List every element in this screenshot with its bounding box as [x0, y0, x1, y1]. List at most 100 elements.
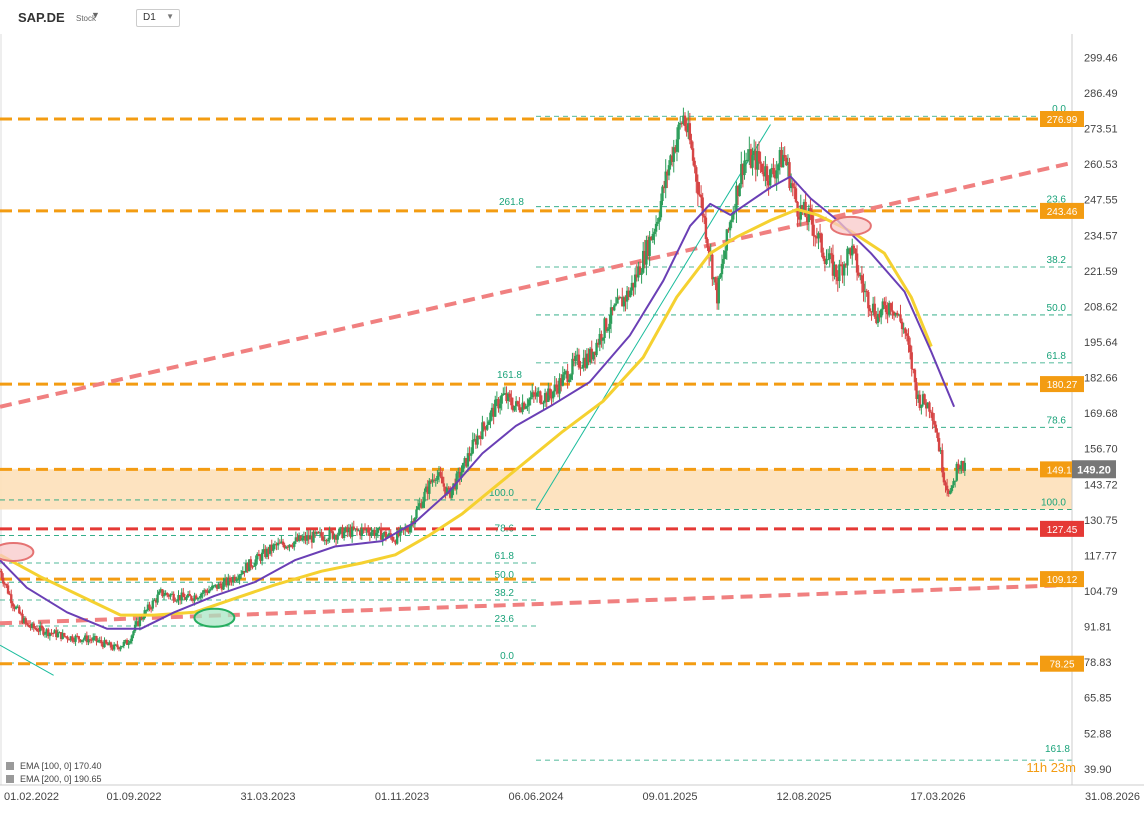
candle-body	[395, 531, 399, 544]
candle-body	[458, 471, 462, 478]
x-tick-label: 31.08.2026	[1085, 791, 1140, 803]
candle-body	[656, 221, 659, 224]
candle-body	[871, 303, 875, 313]
candle-body	[370, 532, 373, 536]
candle-body	[688, 123, 692, 141]
candle-body	[863, 290, 867, 293]
candle-body	[740, 164, 743, 185]
candle-body	[563, 372, 566, 375]
candle-body	[630, 282, 634, 291]
candle-body	[730, 219, 733, 223]
candle-body	[145, 610, 148, 612]
candle-body	[741, 164, 745, 176]
candle-body	[888, 303, 891, 315]
level-tag-bg	[1040, 376, 1084, 393]
candle-body	[240, 574, 243, 576]
candle-body	[691, 148, 695, 161]
candle-body	[738, 184, 741, 197]
candle-body	[807, 208, 811, 223]
candle-body	[354, 528, 357, 530]
candle-body	[801, 205, 804, 211]
candle-body	[69, 636, 72, 641]
candle-body	[146, 604, 150, 611]
legend-ema-100[interactable]: EMA [100, 0] 170.40	[6, 760, 102, 773]
candle-body	[769, 169, 772, 186]
level-tag-bg	[1040, 202, 1084, 219]
candle-body	[598, 333, 601, 345]
candle-body	[670, 155, 674, 162]
candle-body	[778, 150, 782, 165]
y-tick-label: 286.49	[1084, 88, 1118, 100]
candle-body	[350, 526, 354, 537]
y-tick-label: 104.79	[1084, 586, 1118, 598]
candle-body	[720, 263, 724, 275]
candle-body	[257, 553, 261, 557]
timeframe-select[interactable]: D1 ▼	[136, 9, 180, 27]
candle-body	[154, 599, 158, 603]
candle-body	[606, 328, 610, 331]
candle-body	[638, 266, 642, 275]
candle-body	[942, 472, 946, 483]
trendline	[0, 160, 1073, 409]
candle-body	[596, 342, 600, 345]
candle-body	[687, 123, 690, 133]
candle-body	[904, 328, 907, 334]
y-tick-label: 195.64	[1084, 337, 1118, 349]
candle-body	[847, 248, 851, 250]
candle-body	[484, 426, 487, 430]
candle-body	[88, 639, 92, 641]
fib-upper-label: 61.8	[1047, 351, 1067, 362]
candle-body	[43, 633, 47, 635]
candle-body	[936, 432, 939, 439]
x-tick-label: 01.09.2022	[106, 791, 161, 803]
candle-body	[497, 399, 500, 409]
symbol-dropdown-icon[interactable]: ▼	[91, 10, 100, 20]
candle-body	[572, 358, 576, 362]
candle-body	[760, 163, 764, 173]
candle-body	[698, 194, 701, 196]
candle-body	[449, 487, 452, 498]
candle-body	[159, 589, 162, 592]
candle-body	[339, 527, 343, 529]
candle-body	[908, 344, 912, 353]
candle-body	[550, 395, 553, 399]
candle-body	[582, 357, 585, 368]
candle-body	[415, 509, 418, 518]
candle-body	[286, 546, 290, 548]
candle-body	[672, 147, 675, 162]
candle-body	[251, 566, 254, 568]
legend-ema-200[interactable]: EMA [200, 0] 190.65	[6, 773, 102, 786]
y-tick-label: 65.85	[1084, 693, 1112, 705]
candle-body	[709, 254, 712, 256]
candle-body	[859, 275, 862, 277]
candle-body	[333, 535, 336, 539]
candle-body	[551, 391, 555, 399]
candle-body	[506, 393, 510, 402]
candle-body	[275, 544, 278, 546]
candle-body	[902, 328, 905, 330]
candle-body	[325, 539, 328, 542]
candle-body	[112, 644, 116, 650]
candle-body	[418, 503, 421, 507]
candle-body	[276, 542, 280, 546]
candle-body	[666, 171, 669, 176]
candle-body	[743, 160, 746, 176]
symbol-name[interactable]: SAP.DE	[18, 10, 65, 25]
candle-body	[362, 528, 365, 530]
candle-body	[846, 248, 849, 266]
candle-body	[51, 633, 55, 635]
candle-body	[662, 186, 666, 189]
candle-body	[791, 183, 794, 187]
candle-body	[166, 592, 169, 595]
candle-body	[420, 503, 423, 508]
candle-body	[645, 240, 648, 265]
candle-body	[379, 527, 383, 540]
candle-body	[749, 149, 753, 168]
candle-body	[714, 277, 717, 283]
candle-body	[10, 594, 13, 604]
candle-body	[789, 183, 793, 189]
candle-body	[111, 647, 114, 650]
candle-body	[556, 387, 560, 394]
fib-lower-label: 50.0	[495, 570, 515, 581]
